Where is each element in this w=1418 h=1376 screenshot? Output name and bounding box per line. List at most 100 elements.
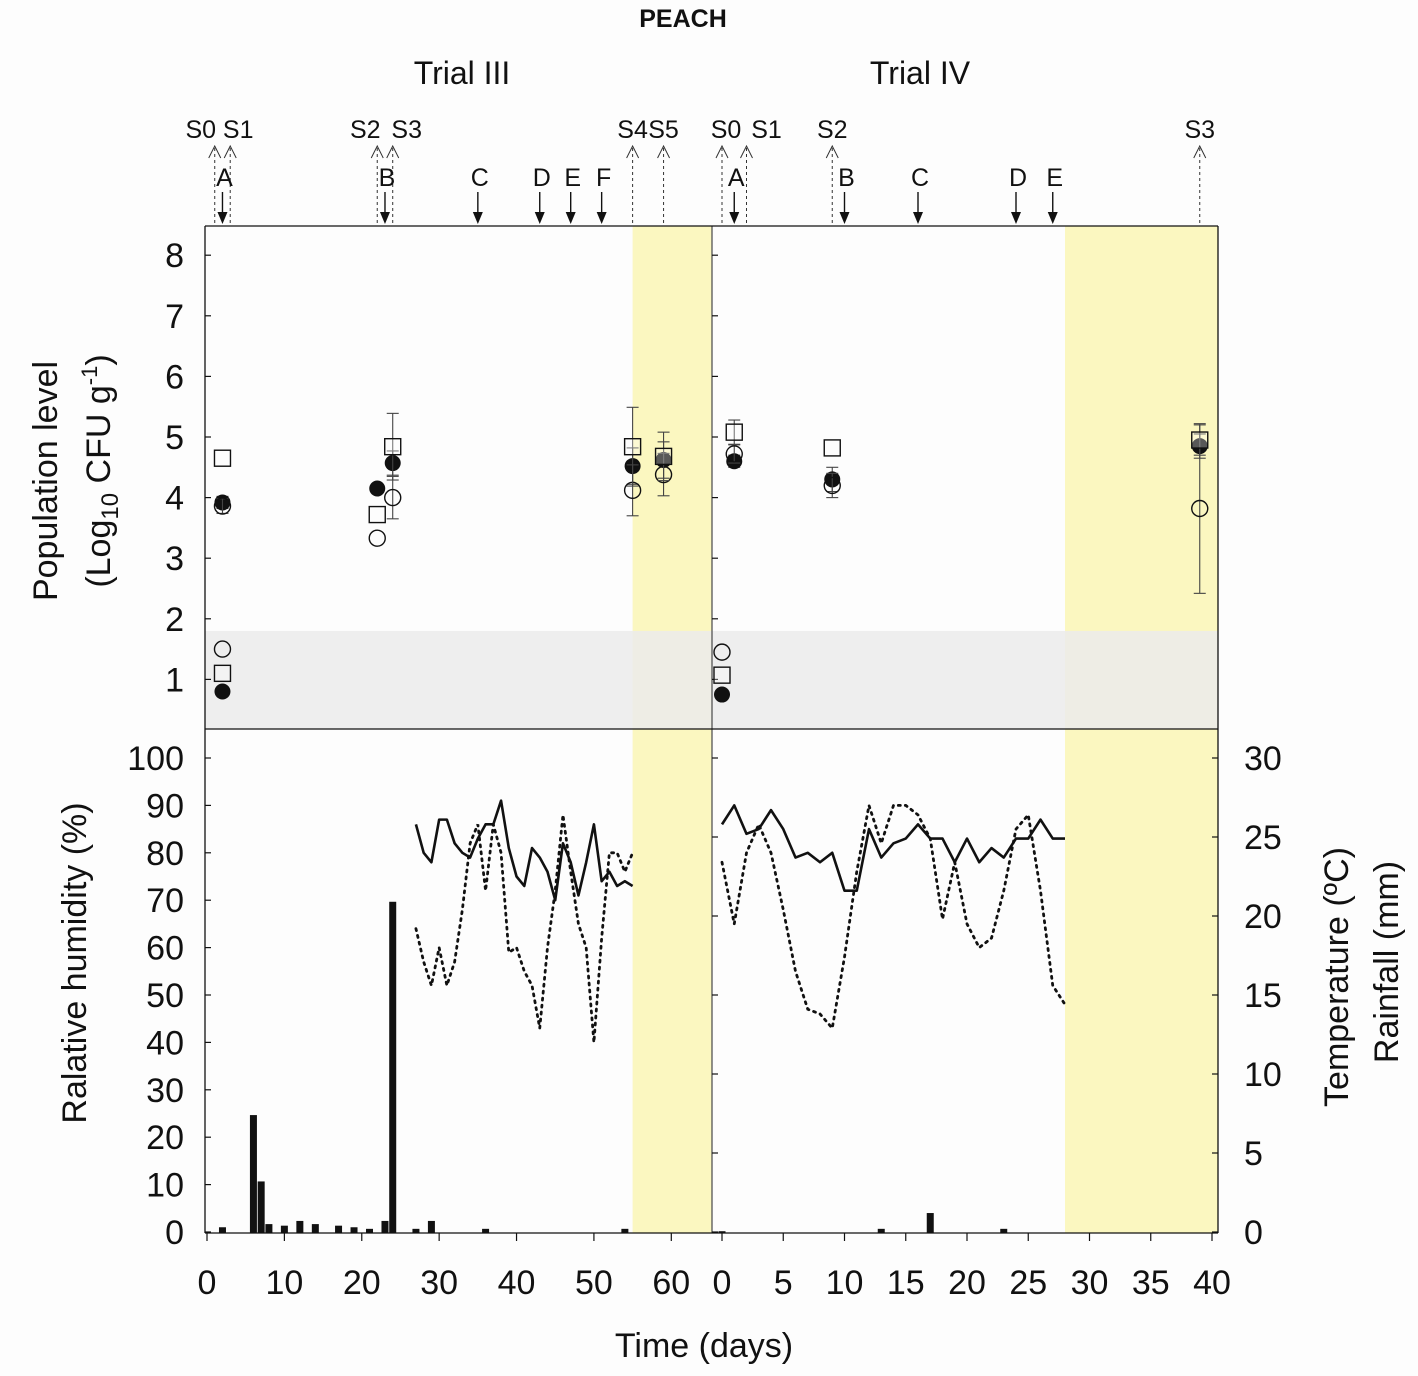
x-tick-label: 30 <box>420 1264 458 1302</box>
population-point-open-square <box>654 447 673 466</box>
y-tick-label-population: 2 <box>165 601 184 639</box>
x-tick-label: 50 <box>575 1264 613 1302</box>
sampling-label: S2 <box>817 116 848 144</box>
trial-iii-title: Trial III <box>414 55 511 91</box>
treatment-label: B <box>838 164 855 192</box>
x-tick-label: 25 <box>1009 1264 1047 1302</box>
treatment-label: A <box>728 164 745 192</box>
population-point-open-circle <box>725 445 743 463</box>
sampling-label: S5 <box>648 116 679 144</box>
y-axis-label-temperature: Temperature (ºC) <box>1318 847 1356 1107</box>
population-point-open-square <box>1191 431 1209 449</box>
sampling-label: S1 <box>223 116 254 144</box>
axes-layer: 1234567801020304050607080901000510152025… <box>127 225 1282 1302</box>
rainfall-bar <box>926 1213 934 1233</box>
y-tick-label-humidity: 0 <box>165 1214 184 1252</box>
population-point-open-circle <box>384 488 402 507</box>
sampling-label: S0 <box>711 116 742 144</box>
sampling-label: S3 <box>391 116 422 144</box>
x-tick-label: 20 <box>948 1264 986 1302</box>
rainfall-bar <box>366 1228 374 1233</box>
x-tick-label: 10 <box>265 1264 303 1302</box>
x-tick-label: 35 <box>1132 1264 1170 1302</box>
population-point-filled-circle <box>214 683 231 700</box>
sampling-label: S4 <box>617 116 648 144</box>
rainfall-bar <box>412 1228 420 1233</box>
rainfall-bar <box>335 1225 343 1233</box>
treatment-label: E <box>564 164 581 192</box>
population-point-open-square <box>213 449 232 467</box>
rainfall-bar <box>249 1115 257 1233</box>
population-point-open-circle <box>213 640 232 658</box>
humidity-dotted-line <box>414 814 635 1043</box>
y-tick-label-population: 7 <box>165 298 184 336</box>
rainfall-bar <box>296 1220 304 1233</box>
rainfall-bar <box>280 1225 288 1233</box>
population-point-open-square <box>823 439 841 457</box>
rainfall-bar <box>389 901 397 1233</box>
population-series-layer <box>213 406 1209 703</box>
y-tick-label-temperature: 0 <box>1244 1214 1263 1252</box>
treatment-label: E <box>1046 164 1063 192</box>
y-tick-label-population: 8 <box>165 237 184 275</box>
treatment-arrowhead <box>217 212 228 224</box>
treatment-arrowhead <box>379 212 390 224</box>
treatment-label: B <box>379 164 396 192</box>
x-tick-label: 0 <box>713 1264 732 1302</box>
population-point-open-square <box>368 505 386 524</box>
x-tick-label: 0 <box>198 1264 217 1302</box>
y-axis-label-population-line1: Population level <box>27 361 65 601</box>
y-tick-label-humidity: 60 <box>146 930 184 968</box>
population-point-filled-circle <box>714 686 730 703</box>
y-tick-label-humidity: 20 <box>146 1119 184 1157</box>
population-point-open-circle <box>713 643 731 661</box>
population-point-open-circle <box>368 529 386 547</box>
y-tick-label-temperature: 20 <box>1244 898 1282 936</box>
population-point-filled-circle <box>369 480 386 497</box>
y-tick-label-humidity: 10 <box>146 1167 184 1205</box>
x-tick-label: 20 <box>343 1264 381 1302</box>
population-point-open-circle <box>1191 499 1209 518</box>
sampling-arrowhead <box>715 144 729 159</box>
treatment-arrowhead <box>839 212 850 224</box>
trial-iv-title: Trial IV <box>870 55 971 91</box>
y-tick-label-temperature: 30 <box>1244 740 1282 778</box>
y-tick-label-humidity: 90 <box>146 787 184 825</box>
y-tick-label-temperature: 15 <box>1244 977 1282 1015</box>
sampling-arrowhead <box>386 144 400 159</box>
treatment-label: D <box>533 164 551 192</box>
y-tick-label-temperature: 5 <box>1244 1135 1263 1173</box>
treatment-arrowhead <box>913 212 923 224</box>
sampling-arrowhead <box>208 144 222 159</box>
treatment-arrowhead <box>1011 212 1021 224</box>
y-tick-label-humidity: 70 <box>146 882 184 920</box>
sampling-arrowhead <box>626 144 640 159</box>
treatment-arrowhead <box>1047 212 1058 224</box>
rainfall-bar <box>877 1228 885 1233</box>
y-tick-label-population: 3 <box>165 540 184 578</box>
x-tick-label: 10 <box>826 1264 864 1302</box>
rainfall-bar <box>257 1181 265 1233</box>
humidity-solid-line <box>720 804 1065 893</box>
y-tick-label-temperature: 10 <box>1244 1056 1282 1094</box>
rainfall-bar <box>381 1220 389 1233</box>
treatment-label: C <box>471 164 489 192</box>
sampling-arrowhead <box>370 144 384 159</box>
rainfall-bar <box>482 1228 490 1233</box>
x-tick-label: 30 <box>1071 1264 1109 1302</box>
population-point-open-square <box>713 666 731 684</box>
y-tick-label-humidity: 50 <box>146 977 184 1015</box>
treatment-label: F <box>596 164 611 192</box>
population-point-open-square <box>384 437 402 456</box>
y-tick-label-humidity: 30 <box>146 1072 184 1110</box>
y-tick-label-population: 6 <box>165 358 184 396</box>
sampling-label: S1 <box>751 116 782 144</box>
rainfall-bar <box>350 1227 358 1233</box>
rainfall-bar <box>427 1220 435 1233</box>
sampling-arrowhead <box>1193 144 1207 159</box>
weather-series-layer <box>218 799 1067 1233</box>
x-axis-label: Time (days) <box>615 1327 793 1365</box>
y-tick-label-humidity: 80 <box>146 835 184 873</box>
sampling-label: S3 <box>1184 116 1215 144</box>
